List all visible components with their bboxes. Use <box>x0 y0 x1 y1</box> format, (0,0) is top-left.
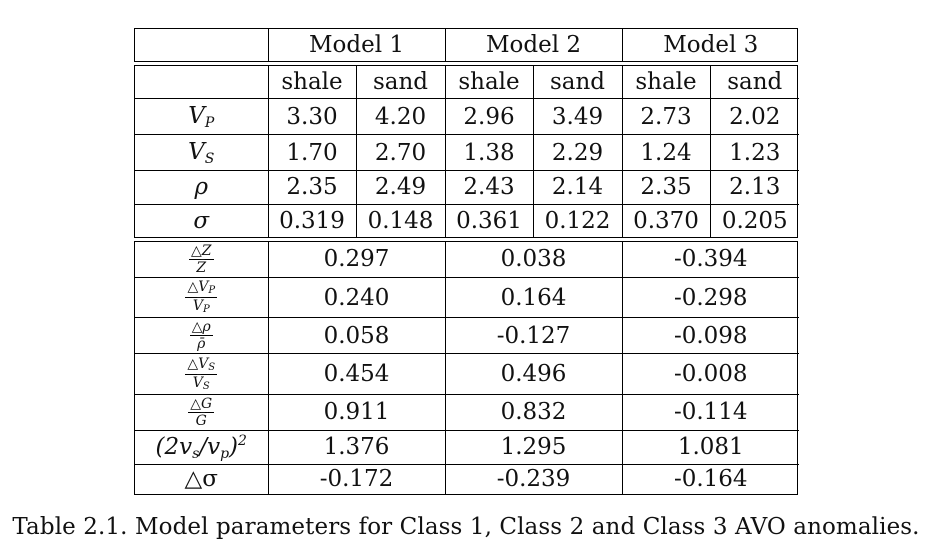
value-cell: -0.008 <box>621 353 799 395</box>
value-cell: -0.298 <box>621 276 799 319</box>
vs-contrast-row: △VS V̄S 0.454 0.496 -0.008 <box>135 353 799 395</box>
value-cell: 2.43 <box>444 170 534 205</box>
vp-row: VP 3.30 4.20 2.96 3.49 2.73 2.02 <box>135 98 799 136</box>
value-cell: 0.319 <box>267 203 357 237</box>
contrasts-table: △Z Z̄ 0.297 0.038 -0.394 △VP V̄P 0.240 0.1… <box>135 242 799 494</box>
value-cell: -0.164 <box>621 463 799 494</box>
value-cell: 2.35 <box>267 170 357 205</box>
value-cell: 1.70 <box>267 134 357 172</box>
density-contrast-row: △ρ ρ̄ 0.058 -0.127 -0.098 <box>135 317 799 355</box>
value-cell: -0.172 <box>267 463 446 494</box>
value-cell: 0.297 <box>267 242 446 278</box>
vp-contrast-row: △VP V̄P 0.240 0.164 -0.298 <box>135 276 799 319</box>
velocity-ratio-label: (2vs/vp)2 <box>135 429 269 465</box>
value-cell: 1.38 <box>444 134 534 172</box>
shear-modulus-contrast-label: △G Ḡ <box>135 393 269 431</box>
value-cell: 2.14 <box>532 170 623 205</box>
value-cell: 2.29 <box>532 134 623 172</box>
value-cell: 4.20 <box>355 98 446 136</box>
model-header-row: Model 1 Model 2 Model 3 <box>135 29 799 61</box>
value-cell: 0.370 <box>621 203 711 237</box>
value-cell: 3.30 <box>267 98 357 136</box>
value-cell: -0.394 <box>621 242 799 278</box>
value-cell: 0.058 <box>267 317 446 355</box>
contrasts-box: △Z Z̄ 0.297 0.038 -0.394 △VP V̄P 0.240 0.1… <box>134 241 799 495</box>
properties-table: shale sand shale sand shale sand VP 3.30… <box>135 66 799 237</box>
value-cell: 3.49 <box>532 98 623 136</box>
vs-label: VS <box>135 134 269 172</box>
lithology-header: sand <box>532 66 623 100</box>
value-cell: 0.832 <box>444 393 623 431</box>
value-cell: 2.96 <box>444 98 534 136</box>
impedance-contrast-label: △Z Z̄ <box>135 242 269 278</box>
poisson-row: σ 0.319 0.148 0.361 0.122 0.370 0.205 <box>135 203 799 237</box>
velocity-ratio-row: (2vs/vp)2 1.376 1.295 1.081 <box>135 429 799 465</box>
value-cell: 2.35 <box>621 170 711 205</box>
vs-contrast-label: △VS V̄S <box>135 353 269 395</box>
value-cell: 1.081 <box>621 429 799 465</box>
density-row: ρ 2.35 2.49 2.43 2.14 2.35 2.13 <box>135 170 799 205</box>
value-cell: 0.164 <box>444 276 623 319</box>
value-cell: 2.73 <box>621 98 711 136</box>
model-3-header: Model 3 <box>621 29 799 61</box>
model-1-header: Model 1 <box>267 29 446 61</box>
value-cell: 2.70 <box>355 134 446 172</box>
poisson-contrast-label: △σ <box>135 463 269 494</box>
lithology-corner-cell <box>135 66 269 100</box>
value-cell: 0.454 <box>267 353 446 395</box>
table-caption: Table 2.1. Model parameters for Class 1,… <box>12 514 920 540</box>
value-cell: 0.038 <box>444 242 623 278</box>
density-label: ρ <box>135 170 269 205</box>
value-cell: 0.496 <box>444 353 623 395</box>
lithology-header: sand <box>355 66 446 100</box>
lithology-header: shale <box>621 66 711 100</box>
vp-label: VP <box>135 98 269 136</box>
impedance-contrast-row: △Z Z̄ 0.297 0.038 -0.394 <box>135 242 799 278</box>
vs-row: VS 1.70 2.70 1.38 2.29 1.24 1.23 <box>135 134 799 172</box>
shear-modulus-contrast-row: △G Ḡ 0.911 0.832 -0.114 <box>135 393 799 431</box>
value-cell: -0.098 <box>621 317 799 355</box>
model-header-box: Model 1 Model 2 Model 3 <box>134 28 799 62</box>
value-cell: -0.239 <box>444 463 623 494</box>
value-cell: -0.127 <box>444 317 623 355</box>
poisson-contrast-row: △σ -0.172 -0.239 -0.164 <box>135 463 799 494</box>
value-cell: 2.02 <box>709 98 799 136</box>
poisson-label: σ <box>135 203 269 237</box>
model-header-table: Model 1 Model 2 Model 3 <box>135 29 799 61</box>
vp-contrast-label: △VP V̄P <box>135 276 269 319</box>
value-cell: 1.376 <box>267 429 446 465</box>
value-cell: 1.295 <box>444 429 623 465</box>
value-cell: 0.240 <box>267 276 446 319</box>
lithology-header: sand <box>709 66 799 100</box>
lithology-header-row: shale sand shale sand shale sand <box>135 66 799 100</box>
value-cell: 0.911 <box>267 393 446 431</box>
lithology-header: shale <box>267 66 357 100</box>
value-cell: 1.24 <box>621 134 711 172</box>
properties-box: shale sand shale sand shale sand VP 3.30… <box>134 65 799 238</box>
value-cell: -0.114 <box>621 393 799 431</box>
density-contrast-label: △ρ ρ̄ <box>135 317 269 355</box>
corner-cell <box>135 29 269 61</box>
value-cell: 1.23 <box>709 134 799 172</box>
value-cell: 0.148 <box>355 203 446 237</box>
value-cell: 2.49 <box>355 170 446 205</box>
value-cell: 0.205 <box>709 203 799 237</box>
value-cell: 0.122 <box>532 203 623 237</box>
model-2-header: Model 2 <box>444 29 623 61</box>
value-cell: 2.13 <box>709 170 799 205</box>
lithology-header: shale <box>444 66 534 100</box>
value-cell: 0.361 <box>444 203 534 237</box>
